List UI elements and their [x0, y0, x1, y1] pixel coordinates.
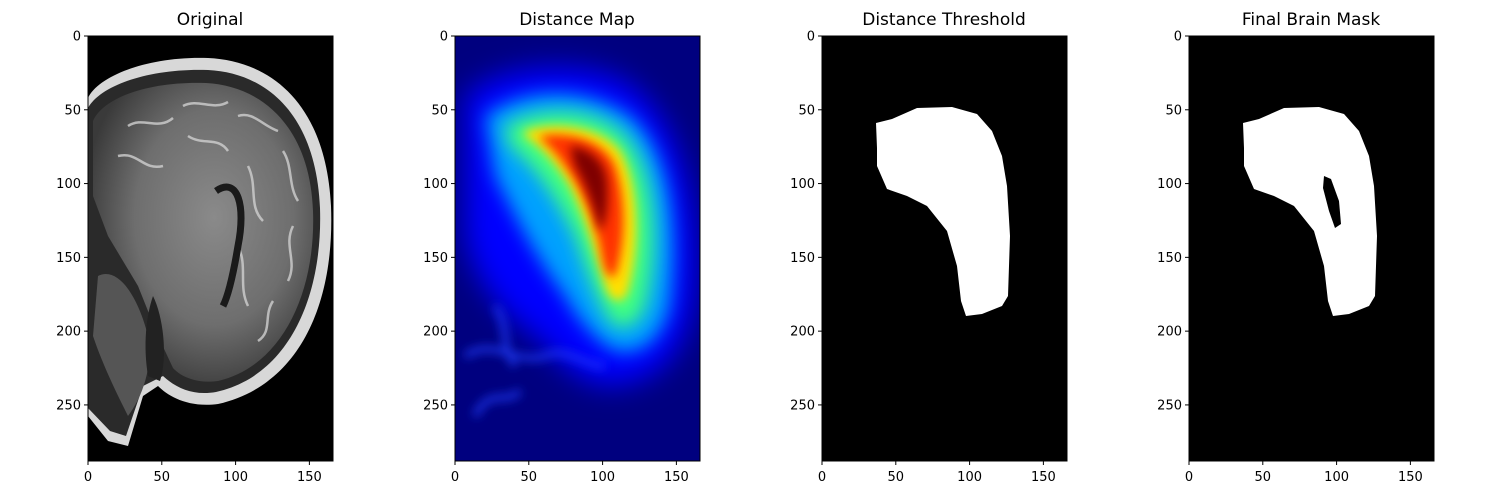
- panel-title: Final Brain Mask: [1241, 10, 1381, 30]
- panel-distance-threshold: Distance Threshold 0 50 100 150 0 50 100 150 200…: [784, 0, 1104, 500]
- y-tick-label: 150: [1157, 251, 1182, 266]
- distance-map-axes: 0 50 100 150 0 50 100 150 200 250: [423, 30, 701, 485]
- mri-image-axes: 0 50 100 150 0 50 100 150 200 250: [56, 30, 334, 485]
- threshold-mask: [876, 107, 1010, 316]
- y-tick-label: 0: [807, 30, 815, 45]
- x-tick-label: 50: [521, 470, 538, 485]
- x-tick-label: 0: [84, 470, 92, 485]
- axes: 0 50 100 150 0 50 100 150 200 250: [790, 30, 1068, 485]
- y-tick-label: 150: [423, 251, 448, 266]
- y-tick-label: 200: [423, 325, 448, 340]
- y-tick-label: 150: [790, 251, 815, 266]
- gyri-lines: [117, 100, 300, 343]
- y-tick-label: 50: [64, 103, 81, 118]
- panel-final-brain-mask: Final Brain Mask 0 50 100 150 0 50 100 150 200 25…: [1151, 0, 1471, 500]
- x-tick-label: 0: [451, 470, 459, 485]
- y-tick-label: 200: [790, 325, 815, 340]
- image-background: [1189, 36, 1434, 461]
- y-tick-label: 0: [440, 30, 448, 45]
- panel-title: Original: [176, 10, 244, 30]
- x-tick-label: 150: [664, 470, 689, 485]
- panel-original: Original: [50, 0, 370, 500]
- x-tick-label: 0: [818, 470, 826, 485]
- axes-frame: [454, 35, 701, 462]
- x-tick-label: 150: [1398, 470, 1423, 485]
- panel-title: Distance Threshold: [862, 10, 1026, 30]
- distance-gradient: [463, 66, 696, 418]
- y-tick-label: 250: [790, 398, 815, 413]
- x-tick-label: 100: [957, 470, 982, 485]
- y-tick-label: 100: [1157, 177, 1182, 192]
- axes: 0 50 100 150 0 50 100 150 200 250: [423, 30, 701, 485]
- y-tick-label: 50: [431, 103, 448, 118]
- axes-frame: [1188, 35, 1435, 462]
- final-mask-axes: 0 50 100 150 0 50 100 150 200 250: [1157, 30, 1435, 485]
- y-tick-label: 250: [1157, 398, 1182, 413]
- cerebellum: [93, 274, 150, 416]
- y-tick-label: 100: [423, 177, 448, 192]
- y-tick-label: 0: [1174, 30, 1182, 45]
- brainstem-shadow: [145, 296, 164, 381]
- x-tick-label: 100: [223, 470, 248, 485]
- x-tick-label: 100: [590, 470, 615, 485]
- brain-tissue: [93, 82, 314, 382]
- y-tick-label: 100: [56, 177, 81, 192]
- y-tick-label: 250: [423, 398, 448, 413]
- axes-frame: [87, 35, 334, 462]
- y-tick-label: 50: [1165, 103, 1182, 118]
- x-tick-label: 150: [1031, 470, 1056, 485]
- final-mask: [1243, 107, 1377, 316]
- image-background: [822, 36, 1067, 461]
- axes: 0 50 100 150 0 50 100 150 200 250: [56, 30, 334, 485]
- axes: 0 50 100 150 0 50 100 150 200 250: [1157, 30, 1435, 485]
- y-tick-label: 200: [56, 325, 81, 340]
- y-tick-label: 250: [56, 398, 81, 413]
- x-tick-label: 150: [297, 470, 322, 485]
- panel-title: Distance Map: [519, 10, 635, 30]
- x-tick-label: 50: [888, 470, 905, 485]
- threshold-axes: 0 50 100 150 0 50 100 150 200 250: [790, 30, 1068, 485]
- ventricle: [214, 183, 245, 308]
- y-tick-label: 0: [73, 30, 81, 45]
- y-tick-label: 150: [56, 251, 81, 266]
- x-tick-label: 0: [1185, 470, 1193, 485]
- y-tick-label: 200: [1157, 325, 1182, 340]
- x-tick-label: 100: [1324, 470, 1349, 485]
- y-tick-label: 100: [790, 177, 815, 192]
- x-tick-label: 50: [154, 470, 171, 485]
- panel-distance-map: Distance Map: [417, 0, 737, 500]
- ventricle-hole: [1323, 176, 1341, 228]
- y-tick-label: 50: [798, 103, 815, 118]
- axes-frame: [821, 35, 1068, 462]
- x-tick-label: 50: [1255, 470, 1272, 485]
